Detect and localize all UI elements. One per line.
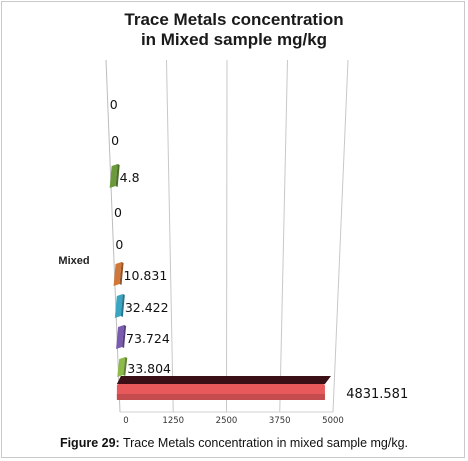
data-label: 4831.581 [346, 387, 408, 402]
bar-side-face [115, 164, 120, 187]
bar-side-face [123, 357, 128, 376]
chart-title: Trace Metals concentration in Mixed samp… [2, 10, 466, 50]
caption-prefix: Figure 29: [59, 436, 120, 450]
gridline [226, 59, 228, 413]
bar [113, 262, 122, 286]
x-tick-label: 3750 [269, 416, 291, 426]
bar [114, 294, 123, 318]
data-label: 33.804 [127, 361, 171, 376]
x-tick-label: 2500 [216, 416, 238, 426]
chart-title-line-2: in Mixed sample mg/kg [140, 30, 328, 49]
bar-side-face [120, 294, 125, 317]
data-label: 0 [110, 97, 118, 112]
data-label: 10.831 [124, 268, 168, 283]
data-label: 0 [114, 205, 122, 220]
x-tick-label: 0 [123, 416, 128, 426]
category-label: Mixed [58, 255, 89, 267]
bar-top-face [116, 376, 331, 384]
gridline [166, 59, 174, 413]
x-tick-label: 5000 [322, 416, 344, 426]
bar-side-face [119, 262, 124, 285]
data-label: 0 [111, 133, 119, 148]
data-label: 73.724 [126, 331, 170, 346]
gridline [332, 59, 349, 413]
gridline [279, 59, 288, 413]
bar-side-face [122, 325, 127, 348]
caption-text: Trace Metals concentration in mixed samp… [119, 436, 409, 450]
data-label: 32.422 [125, 300, 169, 315]
gridline [105, 59, 121, 413]
figure-caption: Figure 29: Trace Metals concentration in… [2, 436, 466, 450]
bar-shadow [116, 394, 325, 400]
bar-chart: 0 1250 2500 3750 5000 0 0 4.8 0 0 10.831 32.422 73.7… [58, 59, 408, 426]
chart-title-line-1: Trace Metals concentration [124, 10, 344, 29]
data-label: 4.8 [120, 170, 140, 185]
data-label: 0 [115, 237, 123, 252]
bar [109, 164, 118, 188]
bar [116, 325, 125, 349]
x-tick-label: 1250 [162, 416, 184, 426]
bar [117, 357, 126, 377]
